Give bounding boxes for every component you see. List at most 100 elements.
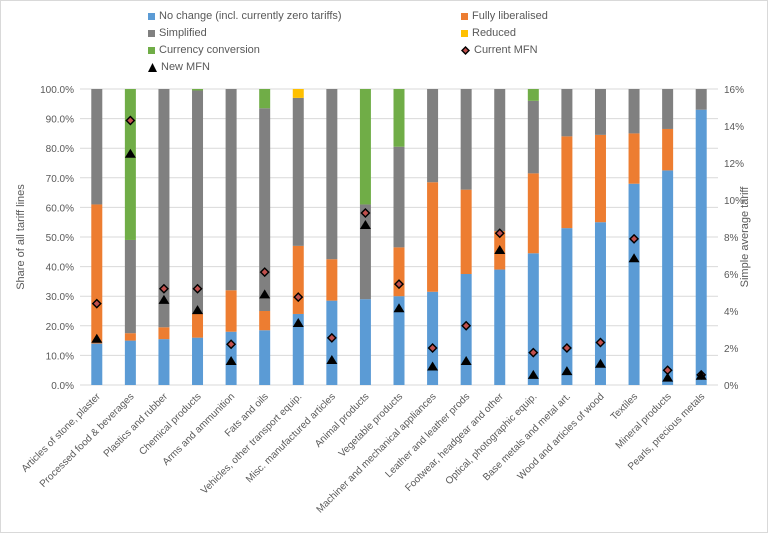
current-mfn-marker bbox=[326, 332, 337, 343]
bar-segment bbox=[292, 245, 304, 314]
new-mfn-marker bbox=[91, 333, 103, 343]
diamond-fill bbox=[664, 367, 671, 374]
bar-segment bbox=[359, 89, 371, 205]
swatch-orange-icon bbox=[461, 12, 468, 20]
bar-segment bbox=[460, 89, 472, 190]
bar-segment bbox=[393, 146, 405, 248]
bar-segment bbox=[225, 290, 237, 332]
bar-segment bbox=[393, 89, 405, 147]
x-tick-label: Vegetable products bbox=[337, 391, 405, 459]
bar-segment bbox=[628, 89, 640, 134]
bar-segment bbox=[359, 299, 371, 385]
legend-reduced: Reduced bbox=[461, 27, 516, 39]
legend-label: Current MFN bbox=[474, 44, 538, 56]
legend-new-mfn: New MFN bbox=[148, 61, 210, 73]
bar-segment bbox=[292, 313, 304, 385]
x-tick-label: Textiles bbox=[609, 391, 640, 422]
bar-segment bbox=[259, 89, 271, 109]
diamond-fill bbox=[362, 209, 369, 216]
legend-label: Simplified bbox=[159, 27, 207, 39]
current-mfn-marker bbox=[158, 283, 169, 294]
bar-segment bbox=[359, 204, 371, 300]
bar-segment bbox=[326, 89, 338, 260]
bar-segment bbox=[259, 108, 271, 312]
diamond-fill bbox=[160, 285, 167, 292]
bar-segment bbox=[393, 247, 405, 297]
new-mfn-marker bbox=[192, 305, 204, 315]
current-mfn-marker bbox=[192, 283, 203, 294]
diamond-fill bbox=[228, 341, 235, 348]
bar-segment bbox=[259, 311, 271, 331]
current-mfn-marker bbox=[394, 279, 404, 290]
new-mfn-marker bbox=[527, 369, 539, 379]
current-mfn-marker bbox=[494, 228, 505, 239]
y2-tick-label: 0% bbox=[724, 381, 739, 392]
y-tick-label: 80.0% bbox=[46, 144, 74, 155]
bar-segment bbox=[91, 343, 103, 385]
bar-segment bbox=[561, 228, 573, 385]
y2-tick-label: 6% bbox=[724, 270, 739, 281]
current-mfn-marker bbox=[91, 298, 102, 309]
bar-segment bbox=[527, 253, 539, 385]
current-mfn-marker bbox=[461, 320, 472, 331]
bar-segment bbox=[427, 291, 439, 385]
current-mfn-marker bbox=[259, 267, 270, 278]
current-mfn-marker bbox=[226, 339, 237, 350]
diamond-fill bbox=[93, 300, 100, 307]
bar-segment bbox=[527, 173, 539, 254]
swatch-blue-icon bbox=[148, 12, 155, 20]
y2-tick-label: 2% bbox=[724, 344, 739, 355]
new-mfn-marker bbox=[427, 361, 439, 371]
new-mfn-marker bbox=[561, 366, 573, 376]
diamond-fill bbox=[194, 285, 201, 292]
legend-label: New MFN bbox=[161, 61, 210, 73]
bar-segment bbox=[393, 296, 405, 385]
bar-segment bbox=[561, 89, 573, 137]
bar-segment bbox=[695, 109, 707, 385]
bar-segment bbox=[124, 340, 136, 385]
x-tick-label: Chemical products bbox=[137, 391, 203, 457]
bar-segment bbox=[494, 269, 506, 385]
new-mfn-marker bbox=[628, 253, 640, 263]
bar-segment bbox=[561, 136, 573, 229]
bar-segment bbox=[124, 333, 136, 341]
bar-segment bbox=[124, 89, 136, 240]
bar-segment bbox=[494, 89, 506, 232]
legend-label: Currency conversion bbox=[159, 44, 260, 56]
y2-tick-label: 8% bbox=[724, 233, 739, 244]
diamond-fill bbox=[463, 322, 470, 329]
bar-segment bbox=[594, 222, 606, 385]
diamond-fill bbox=[563, 345, 570, 351]
legend-no-change: No change (incl. currently zero tariffs) bbox=[148, 10, 342, 22]
bar-segment bbox=[91, 204, 103, 344]
swatch-green-icon bbox=[148, 46, 155, 54]
new-mfn-marker bbox=[158, 294, 170, 304]
y-axis-title: Share of all tariff lines bbox=[15, 184, 27, 290]
y-tick-label: 10.0% bbox=[46, 351, 74, 362]
diamond-fill bbox=[261, 269, 268, 276]
swatch-grey-icon bbox=[148, 29, 155, 37]
y-tick-label: 90.0% bbox=[46, 115, 74, 126]
new-mfn-marker bbox=[460, 355, 472, 365]
y-tick-label: 0.0% bbox=[51, 381, 74, 392]
current-mfn-marker bbox=[629, 233, 640, 244]
new-mfn-marker bbox=[662, 372, 674, 382]
y2-tick-label: 12% bbox=[724, 159, 744, 170]
new-mfn-marker bbox=[359, 219, 371, 229]
diamond-fill bbox=[429, 345, 436, 351]
diamond-fill bbox=[295, 294, 302, 301]
diamond-fill bbox=[631, 235, 638, 242]
diamond-fill bbox=[597, 339, 604, 346]
bar-segment bbox=[594, 89, 606, 135]
y2-tick-label: 16% bbox=[724, 85, 744, 96]
bar-segment bbox=[192, 89, 204, 91]
new-mfn-marker bbox=[695, 370, 707, 380]
current-mfn-marker bbox=[595, 337, 606, 348]
bar-segment bbox=[695, 89, 707, 110]
bar-segment bbox=[192, 313, 204, 338]
legend-simplified: Simplified bbox=[148, 27, 207, 39]
bar-segment bbox=[662, 89, 674, 129]
bar-segment bbox=[192, 90, 204, 314]
current-mfn-marker bbox=[561, 343, 572, 353]
y-tick-label: 20.0% bbox=[46, 322, 74, 333]
